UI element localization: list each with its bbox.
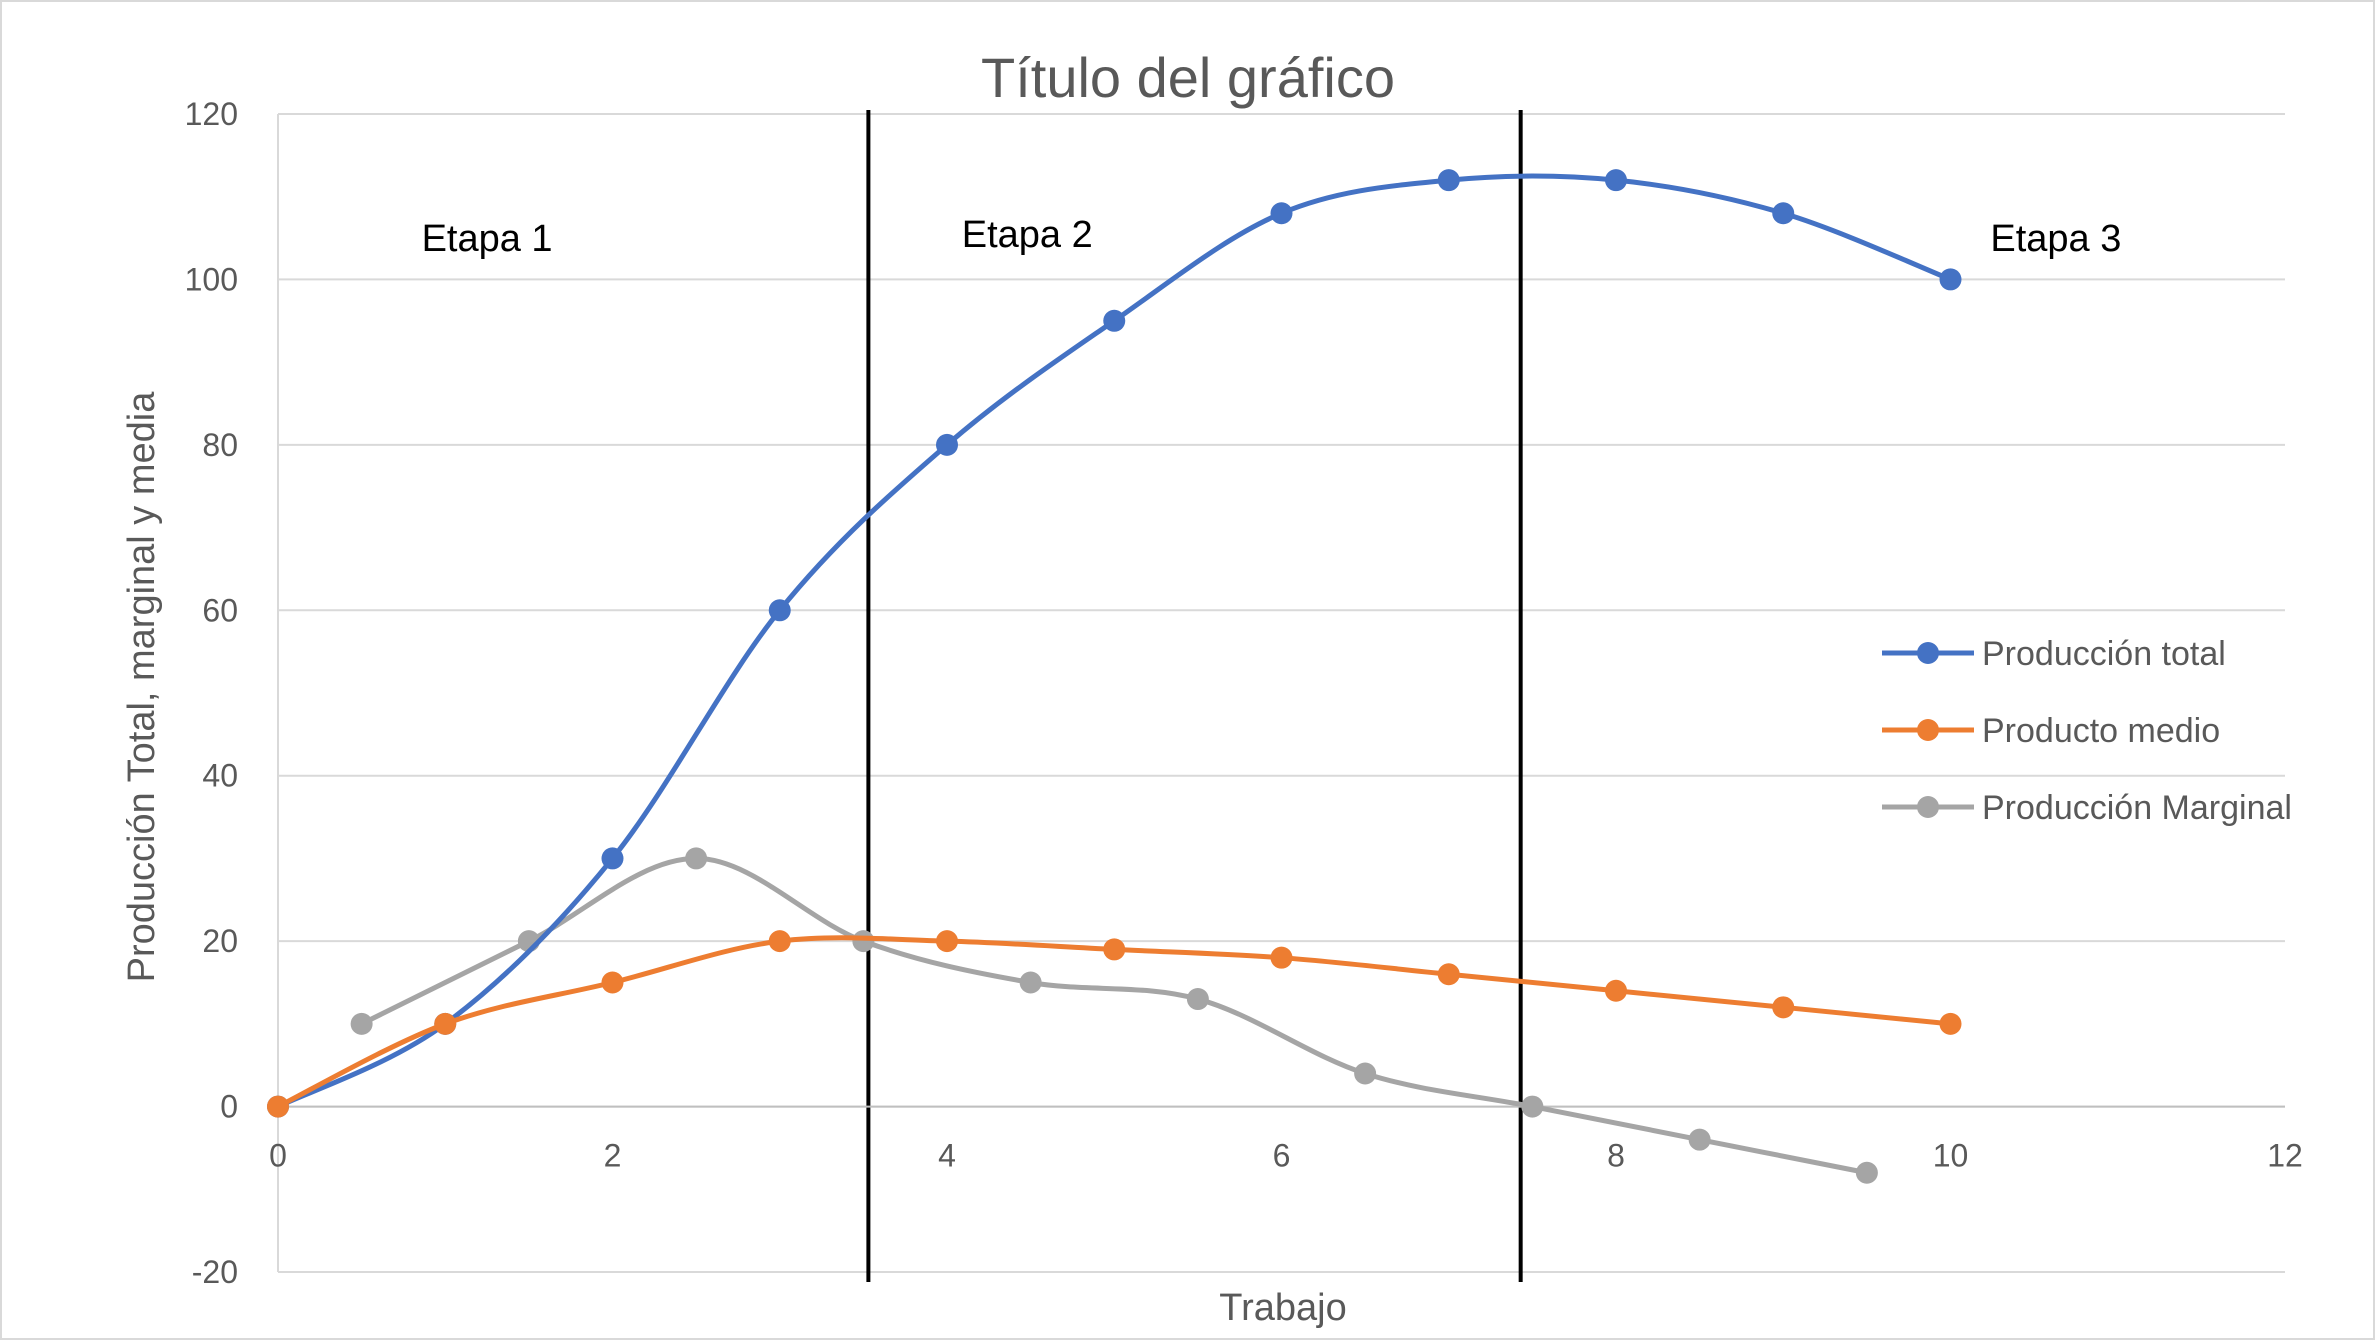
series-line (275, 935, 1953, 1110)
legend-entry: Producto medio (1882, 712, 2220, 750)
series-line (359, 855, 1870, 1176)
data-point (1772, 996, 1795, 1019)
data-point (1019, 971, 1042, 994)
y-tick-label: 60 (202, 592, 238, 628)
data-point (1186, 988, 1209, 1011)
data-point (1605, 979, 1627, 1002)
y-tick-label: 120 (185, 96, 238, 132)
legend-label: Producto medio (1982, 712, 2220, 750)
data-point (1855, 1161, 1878, 1184)
x-axis-title: Trabajo (1219, 1287, 1346, 1329)
data-point (936, 930, 958, 953)
data-point (768, 599, 791, 622)
y-tick-label: 20 (202, 923, 238, 959)
series-producci-n-total (267, 169, 1962, 1118)
x-tick-label: 8 (1607, 1138, 1625, 1174)
y-tick-label: 40 (202, 758, 238, 794)
y-tick-label: 100 (185, 261, 238, 297)
y-tick-label: 80 (202, 427, 238, 463)
y-tick-label: 0 (220, 1089, 238, 1125)
legend-swatch-marker (1917, 719, 1939, 741)
data-point (1939, 268, 1962, 291)
data-point (434, 1012, 457, 1035)
data-point (685, 847, 708, 870)
gridlines (278, 113, 2285, 1273)
series (267, 169, 1962, 1184)
legend-entry: Producción Marginal (1882, 789, 2292, 827)
data-point (936, 433, 958, 456)
data-point (768, 930, 791, 953)
stage-label: Etapa 3 (1990, 218, 2121, 260)
x-tick-label: 12 (2267, 1138, 2303, 1174)
data-point (1772, 202, 1795, 225)
axes: -20 0 20 40 60 80 100 120 0 2 4 6 8 10 12 (185, 96, 2303, 1290)
legend-label: Producción total (1982, 635, 2226, 673)
legend: Producción total Producto medio Producción… (1882, 635, 2292, 827)
data-point (1688, 1128, 1711, 1151)
x-tick-label: 10 (1933, 1138, 1969, 1174)
legend-entry: Producción total (1882, 635, 2226, 673)
data-point (1939, 1012, 1962, 1035)
x-tick-label: 2 (604, 1138, 622, 1174)
y-tick-label: -20 (192, 1254, 238, 1290)
legend-label: Producción Marginal (1982, 789, 2292, 827)
data-point (267, 1095, 289, 1118)
data-point (1354, 1062, 1377, 1085)
data-point (601, 847, 624, 870)
series-producci-n-marginal (350, 847, 1878, 1184)
series-line (275, 173, 1953, 1110)
y-axis-title: Producción Total, marginal y media (121, 391, 163, 983)
x-tick-label: 4 (938, 1138, 956, 1174)
data-point (1103, 309, 1126, 332)
data-point (601, 971, 624, 994)
stage-label: Etapa 1 (422, 218, 553, 260)
data-point (1605, 169, 1627, 192)
data-point (1270, 946, 1293, 969)
data-point (1437, 169, 1460, 192)
data-point (1521, 1095, 1544, 1118)
x-tick-label: 0 (269, 1138, 287, 1174)
series-producto-medio (267, 930, 1962, 1118)
data-point (852, 930, 875, 953)
stage-label: Etapa 2 (962, 214, 1093, 256)
data-point (1270, 202, 1293, 225)
stage-annotations: Etapa 1 Etapa 2 Etapa 3 (422, 214, 2122, 260)
chart-title: Título del gráfico (981, 46, 1395, 109)
data-point (350, 1012, 373, 1035)
data-point (1437, 963, 1460, 986)
stage-dividers (866, 110, 1523, 1282)
x-tick-label: 6 (1273, 1138, 1291, 1174)
data-point (1103, 938, 1126, 961)
legend-swatch-marker (1917, 796, 1939, 818)
legend-swatch-marker (1917, 642, 1939, 664)
